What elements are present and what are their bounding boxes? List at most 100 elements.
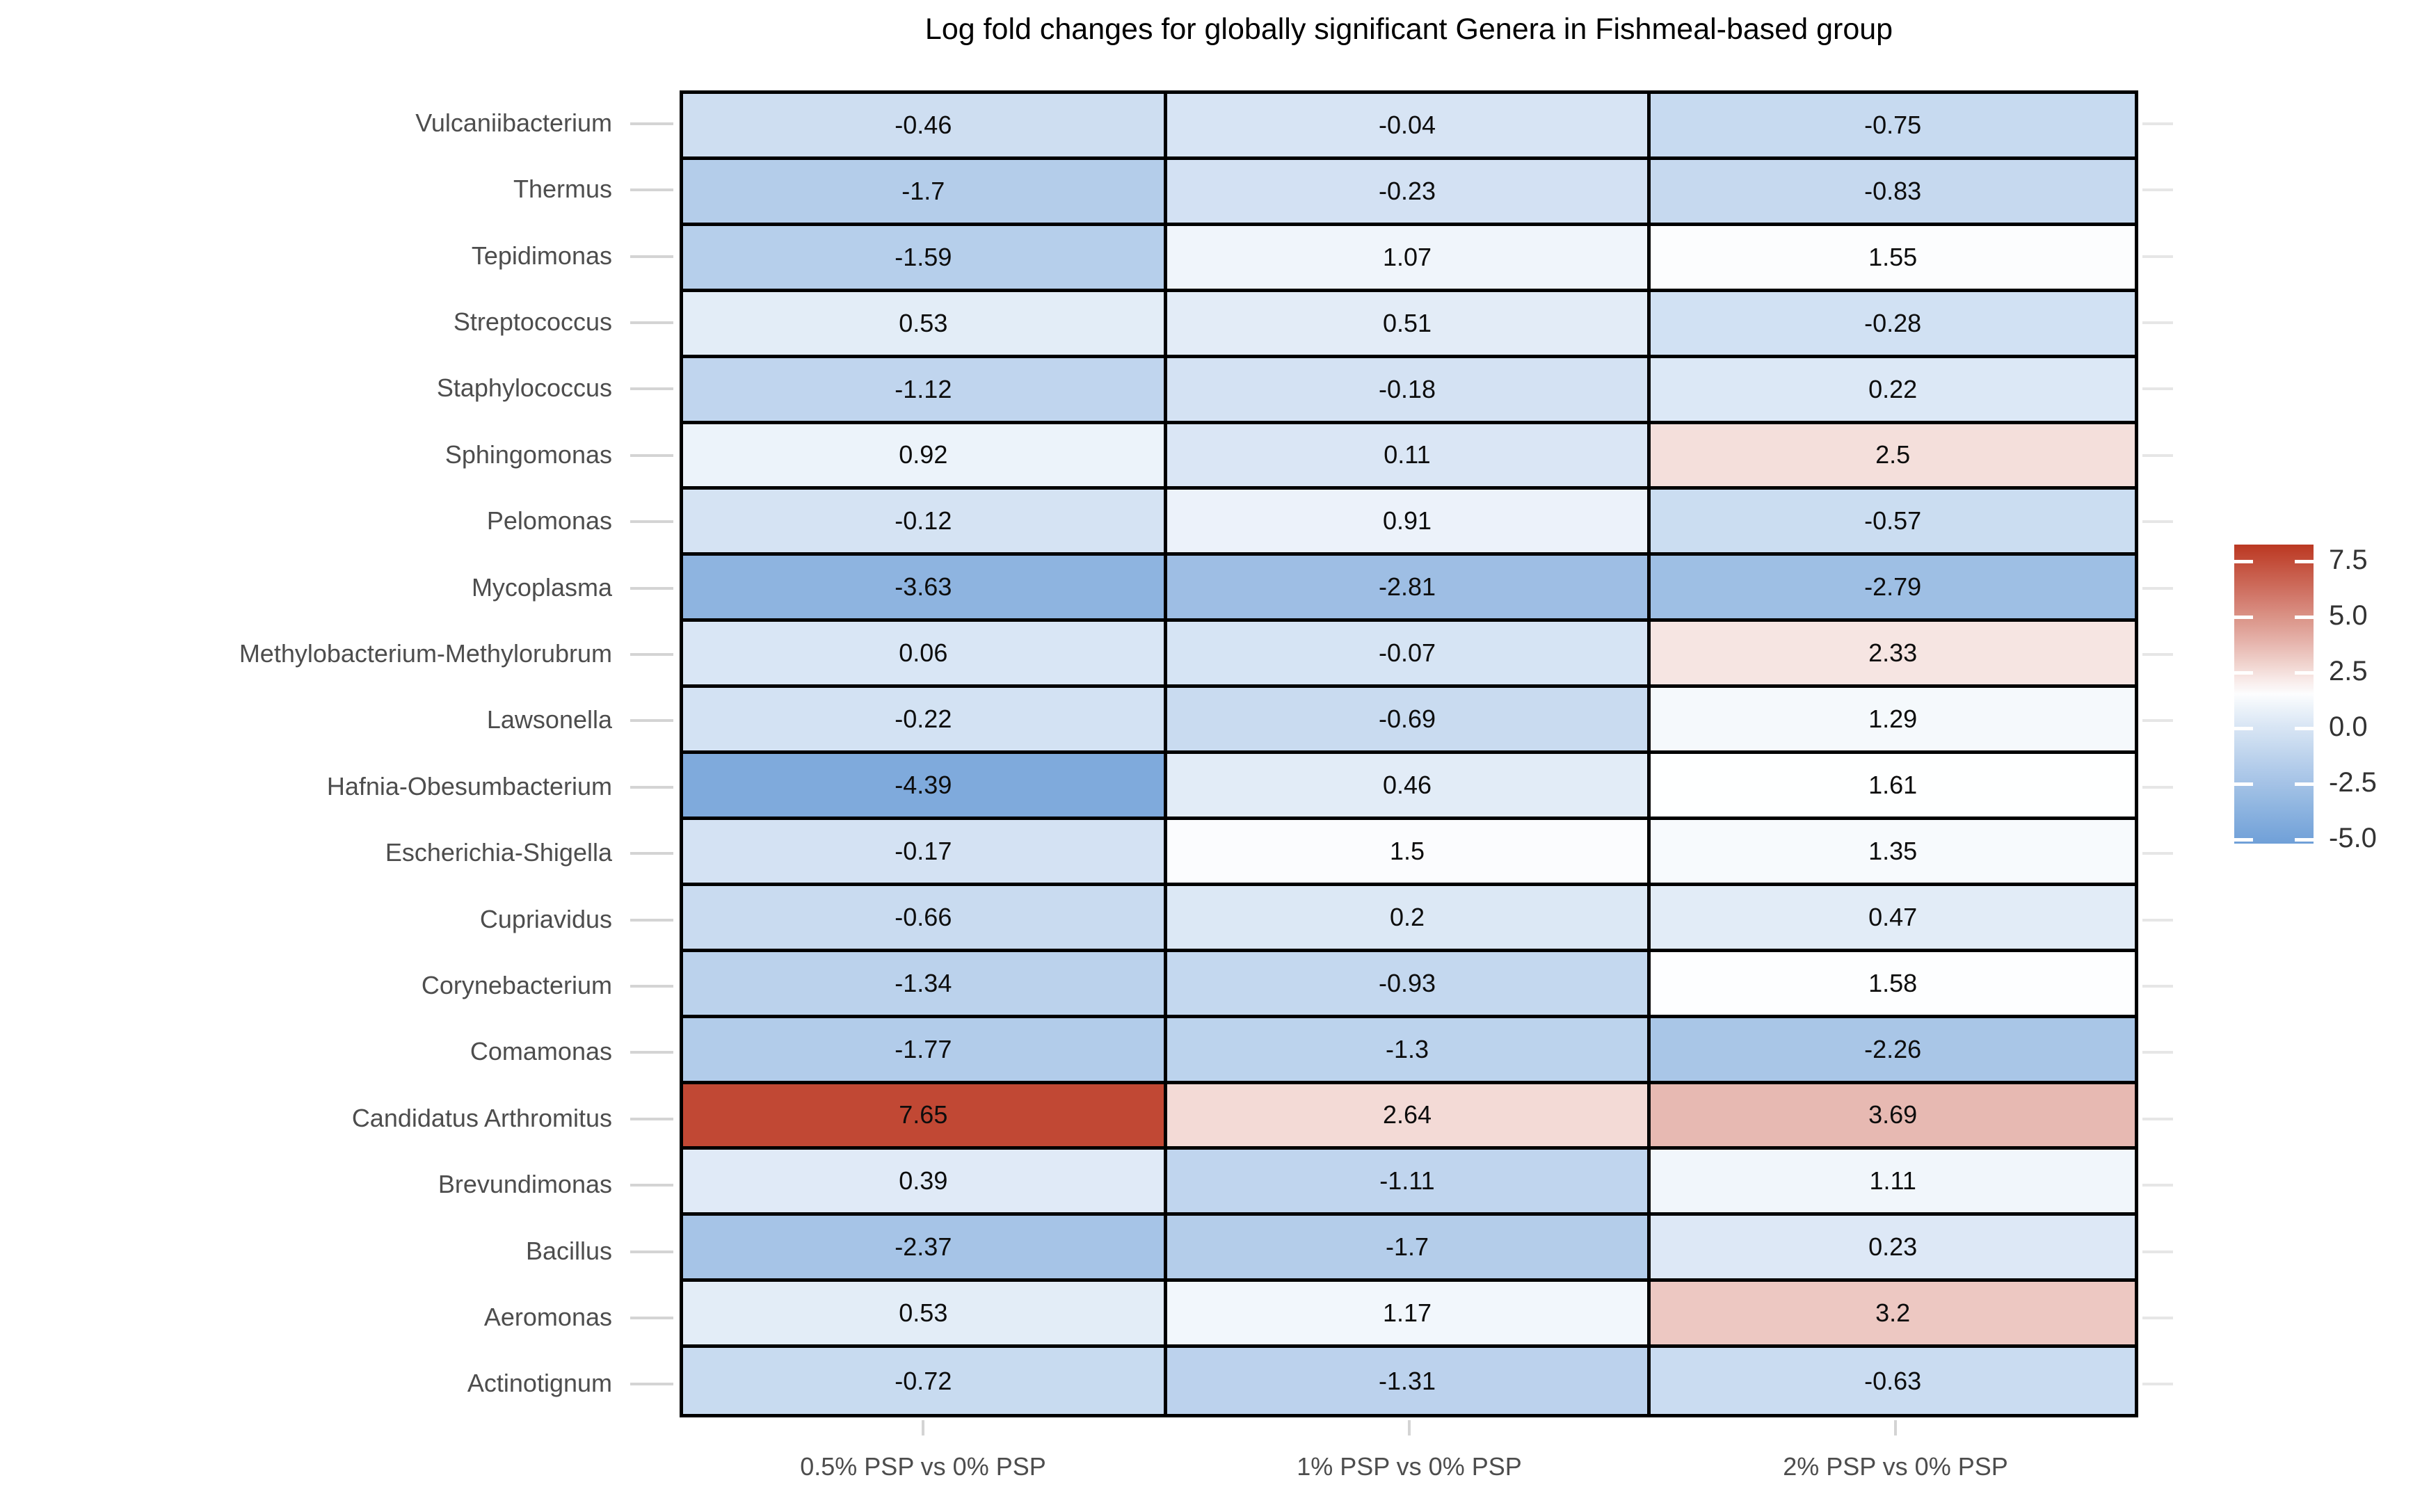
heatmap-cell: 1.11 xyxy=(1651,1150,2135,1216)
y-axis-tick xyxy=(630,1250,673,1253)
column-label: 0.5% PSP vs 0% PSP xyxy=(800,1452,1046,1481)
column-label: 1% PSP vs 0% PSP xyxy=(1297,1452,1522,1481)
color-legend-bar xyxy=(2234,545,2314,844)
heatmap-cell: -0.66 xyxy=(683,885,1167,952)
heatmap-cell: -1.77 xyxy=(683,1018,1167,1084)
row-label: Mycoplasma xyxy=(471,572,612,602)
gridline-stub-right xyxy=(2142,1117,2173,1120)
row-label: Vulcaniibacterium xyxy=(415,108,612,137)
row-label: Candidatus Arthromitus xyxy=(351,1103,612,1132)
y-axis-tick xyxy=(630,852,673,855)
y-axis-tick xyxy=(630,1316,673,1319)
heatmap-cell: 0.53 xyxy=(683,1282,1167,1349)
heatmap-cell: -0.17 xyxy=(683,819,1167,886)
gridline-stub-right xyxy=(2142,586,2173,590)
heatmap-cell: -1.34 xyxy=(683,951,1167,1018)
legend-tick-mark xyxy=(2295,782,2314,786)
gridline-stub-right xyxy=(2142,453,2173,457)
gridline-stub-right xyxy=(2142,1184,2173,1187)
heatmap-cell: -0.72 xyxy=(683,1348,1167,1414)
legend-tick-label: -5.0 xyxy=(2329,822,2377,853)
y-axis-tick xyxy=(630,586,673,590)
gridline-stub-right xyxy=(2142,1250,2173,1253)
heatmap-cell: -0.22 xyxy=(683,688,1167,754)
heatmap-cell: -0.12 xyxy=(683,490,1167,556)
heatmap-cell: 0.51 xyxy=(1167,291,1651,358)
legend-tick-mark xyxy=(2295,726,2314,730)
heatmap-cell: 1.61 xyxy=(1651,754,2135,820)
row-label: Escherichia-Shigella xyxy=(385,838,612,867)
heatmap-cell: -3.63 xyxy=(683,556,1167,622)
legend-tick-mark xyxy=(2234,615,2253,619)
heatmap-cell: -1.7 xyxy=(683,159,1167,226)
row-label: Actinotignum xyxy=(467,1369,612,1398)
heatmap-cell: -0.57 xyxy=(1651,490,2135,556)
heatmap-cell: -0.23 xyxy=(1167,159,1651,226)
heatmap-cell: -1.59 xyxy=(683,225,1167,292)
legend-tick-label: 2.5 xyxy=(2329,655,2368,686)
heatmap-cell: 1.58 xyxy=(1651,951,2135,1018)
gridline-stub-right xyxy=(2142,520,2173,524)
legend-tick-mark xyxy=(2234,782,2253,786)
heatmap-cell: -0.07 xyxy=(1167,622,1651,689)
heatmap-cell: -4.39 xyxy=(683,754,1167,820)
row-label: Hafnia-Obesumbacterium xyxy=(326,771,612,801)
y-axis-tick xyxy=(630,1184,673,1187)
heatmap-cell: 3.69 xyxy=(1651,1084,2135,1150)
x-axis-tick xyxy=(922,1420,924,1435)
row-label: Bacillus xyxy=(525,1236,612,1265)
legend-tick-label: 5.0 xyxy=(2329,600,2368,631)
y-axis-tick xyxy=(630,719,673,723)
y-axis-tick xyxy=(630,1117,673,1120)
heatmap-cell: 0.47 xyxy=(1651,885,2135,952)
heatmap-cell: 1.07 xyxy=(1167,225,1651,292)
heatmap-cell: 0.46 xyxy=(1167,754,1651,820)
y-axis-tick xyxy=(630,918,673,922)
heatmap-cell: -1.12 xyxy=(683,357,1167,424)
heatmap-cell: -0.83 xyxy=(1651,159,2135,226)
row-label: Comamonas xyxy=(470,1037,612,1066)
row-label: Tepidimonas xyxy=(471,241,612,270)
x-axis-labels: 0.5% PSP vs 0% PSP 1% PSP vs 0% PSP 2% PSP… xyxy=(0,1452,2429,1494)
legend-tick-mark xyxy=(2234,559,2253,563)
heatmap-cell: 1.35 xyxy=(1651,819,2135,886)
row-label: Thermus xyxy=(513,175,612,204)
legend-tick-mark xyxy=(2295,615,2314,619)
gridline-stub-right xyxy=(2142,984,2173,988)
heatmap-cell: -2.26 xyxy=(1651,1018,2135,1084)
legend-tick-mark xyxy=(2234,726,2253,730)
heatmap-panel: -0.46 -0.04 -0.75 -1.7 -0.23 -0.83 -1.59 1.07 1.… xyxy=(680,90,2138,1417)
gridline-stub-right xyxy=(2142,918,2173,922)
gridline-stub-right xyxy=(2142,785,2173,789)
heatmap-cell: -0.93 xyxy=(1167,951,1651,1018)
y-axis-tick xyxy=(630,652,673,656)
heatmap-cell: -1.3 xyxy=(1167,1018,1651,1084)
row-label: Sphingomonas xyxy=(444,440,612,469)
y-axis-tick xyxy=(630,520,673,524)
legend-tick-label: -2.5 xyxy=(2329,766,2377,798)
heatmap-cell: 0.92 xyxy=(683,424,1167,490)
y-axis-tick xyxy=(630,255,673,258)
y-axis-tick xyxy=(630,321,673,324)
gridline-stub-right xyxy=(2142,719,2173,723)
x-axis-tick xyxy=(1408,1420,1411,1435)
y-axis-tick xyxy=(630,387,673,391)
gridline-stub-right xyxy=(2142,1051,2173,1054)
row-label: Methylobacterium-Methylorubrum xyxy=(239,638,612,668)
heatmap-cell: 1.5 xyxy=(1167,819,1651,886)
row-label: Corynebacterium xyxy=(421,970,612,999)
heatmap-cell: 0.2 xyxy=(1167,885,1651,952)
row-label: Brevundimonas xyxy=(438,1170,612,1199)
y-axis-tick xyxy=(630,453,673,457)
chart-title: Log fold changes for globally significan… xyxy=(924,13,1893,46)
y-axis-tick xyxy=(630,984,673,988)
heatmap-cell: -1.11 xyxy=(1167,1150,1651,1216)
row-label: Staphylococcus xyxy=(436,373,612,403)
heatmap-cell: -2.81 xyxy=(1167,556,1651,622)
gridline-stub-right xyxy=(2142,652,2173,656)
row-label: Pelomonas xyxy=(486,506,612,536)
legend-tick-label: 0.0 xyxy=(2329,711,2368,742)
gridline-stub-right xyxy=(2142,852,2173,855)
heatmap-cell: -0.63 xyxy=(1651,1348,2135,1414)
heatmap-cell: -1.31 xyxy=(1167,1348,1651,1414)
